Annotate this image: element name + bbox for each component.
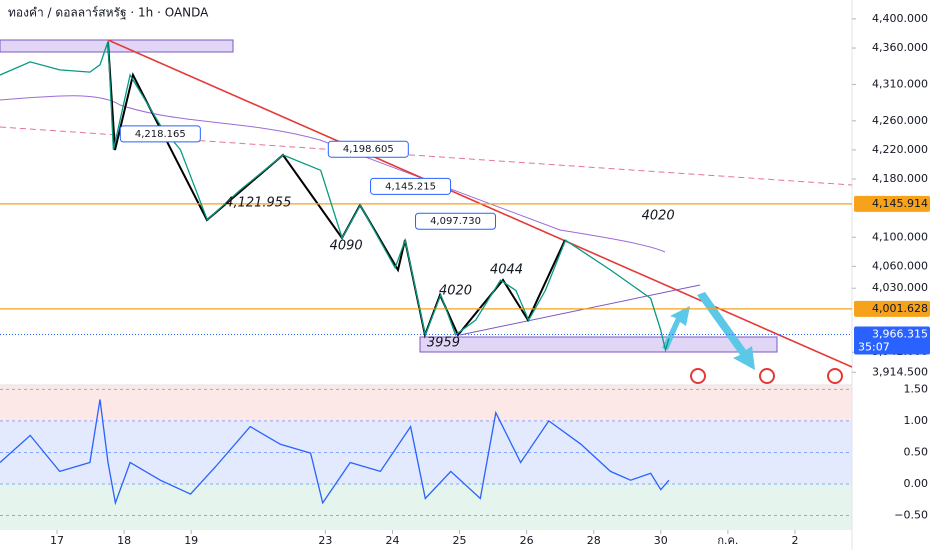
callout-label: 4,145.215 <box>385 181 436 192</box>
callout-box <box>327 140 409 158</box>
y-tick-label: −0.50 <box>894 509 928 522</box>
backgrounds <box>0 385 852 530</box>
x-tick-label: ก.ค. <box>717 534 738 547</box>
trendline <box>459 284 701 336</box>
event-icon <box>759 368 775 384</box>
annotation: 4044 <box>490 263 523 278</box>
y-tick-label: 4,400.000 <box>872 12 928 25</box>
annotation: 3959 <box>427 335 460 350</box>
y-tick-label: 4,260.000 <box>872 114 928 127</box>
last-price-label: 3,966.315 <box>872 328 928 341</box>
y-tick-label: 0.00 <box>904 477 929 490</box>
x-tick-label: 18 <box>117 534 131 547</box>
x-tick-label: 17 <box>50 534 64 547</box>
callout-label: 4,097.730 <box>430 216 481 227</box>
y-tick-label: 4,360.000 <box>872 41 928 54</box>
arrow <box>697 292 755 370</box>
x-tick-label: 19 <box>184 534 198 547</box>
last-price-bg <box>854 326 930 355</box>
x-tick-label: 2 <box>791 534 798 547</box>
y-tick-label: 1.00 <box>904 414 929 427</box>
callout-box <box>119 125 201 143</box>
callout-box <box>370 177 452 195</box>
y-tick-label: 4,100.000 <box>872 230 928 243</box>
x-tick-label: 24 <box>385 534 399 547</box>
oscillator-line <box>0 399 670 506</box>
y-tick-label: 3,914.500 <box>872 365 928 378</box>
y-tick-label: 4,180.000 <box>872 172 928 185</box>
y-tick-label: 1.50 <box>904 382 929 395</box>
x-tick-label: 26 <box>520 534 534 547</box>
band-lower <box>0 483 852 530</box>
zone-box <box>419 336 778 353</box>
y-tick-label: 0.50 <box>904 445 929 458</box>
event-icon <box>690 368 706 384</box>
event-icons <box>690 368 843 384</box>
y-tick-label: 4,220.000 <box>872 143 928 156</box>
annotation: 4020 <box>439 284 472 299</box>
moving-average <box>0 95 666 253</box>
level-label-bg <box>854 300 930 317</box>
zigzag <box>107 41 566 339</box>
price-line <box>0 41 670 353</box>
x-tick-label: 23 <box>318 534 332 547</box>
band-upper <box>0 385 852 421</box>
countdown: 35:07 <box>858 341 890 354</box>
x-tick-label: 28 <box>587 534 601 547</box>
level-label: 4,001.628 <box>872 302 928 315</box>
x-tick-label: 25 <box>453 534 467 547</box>
x-tick-label: 30 <box>654 534 668 547</box>
level-label-bg <box>854 195 930 212</box>
annotation: 4090 <box>330 238 363 253</box>
callout-label: 4,218.165 <box>135 129 186 140</box>
callout-box <box>415 212 497 230</box>
zone-box <box>0 39 234 53</box>
annotation: 4,121.955 <box>225 196 291 211</box>
chart-title: ทองคำ / ดอลลาร์สหรัฐ · 1h · OANDA <box>8 6 209 20</box>
event-icon <box>827 368 843 384</box>
level-label: 4,145.914 <box>872 197 928 210</box>
y-tick-label: 4,060.000 <box>872 259 928 272</box>
y-tick-label: 4,310.000 <box>872 77 928 90</box>
annotation: 4020 <box>642 209 675 224</box>
y-tick-label: 4,030.000 <box>872 281 928 294</box>
callout-label: 4,198.605 <box>343 144 394 155</box>
